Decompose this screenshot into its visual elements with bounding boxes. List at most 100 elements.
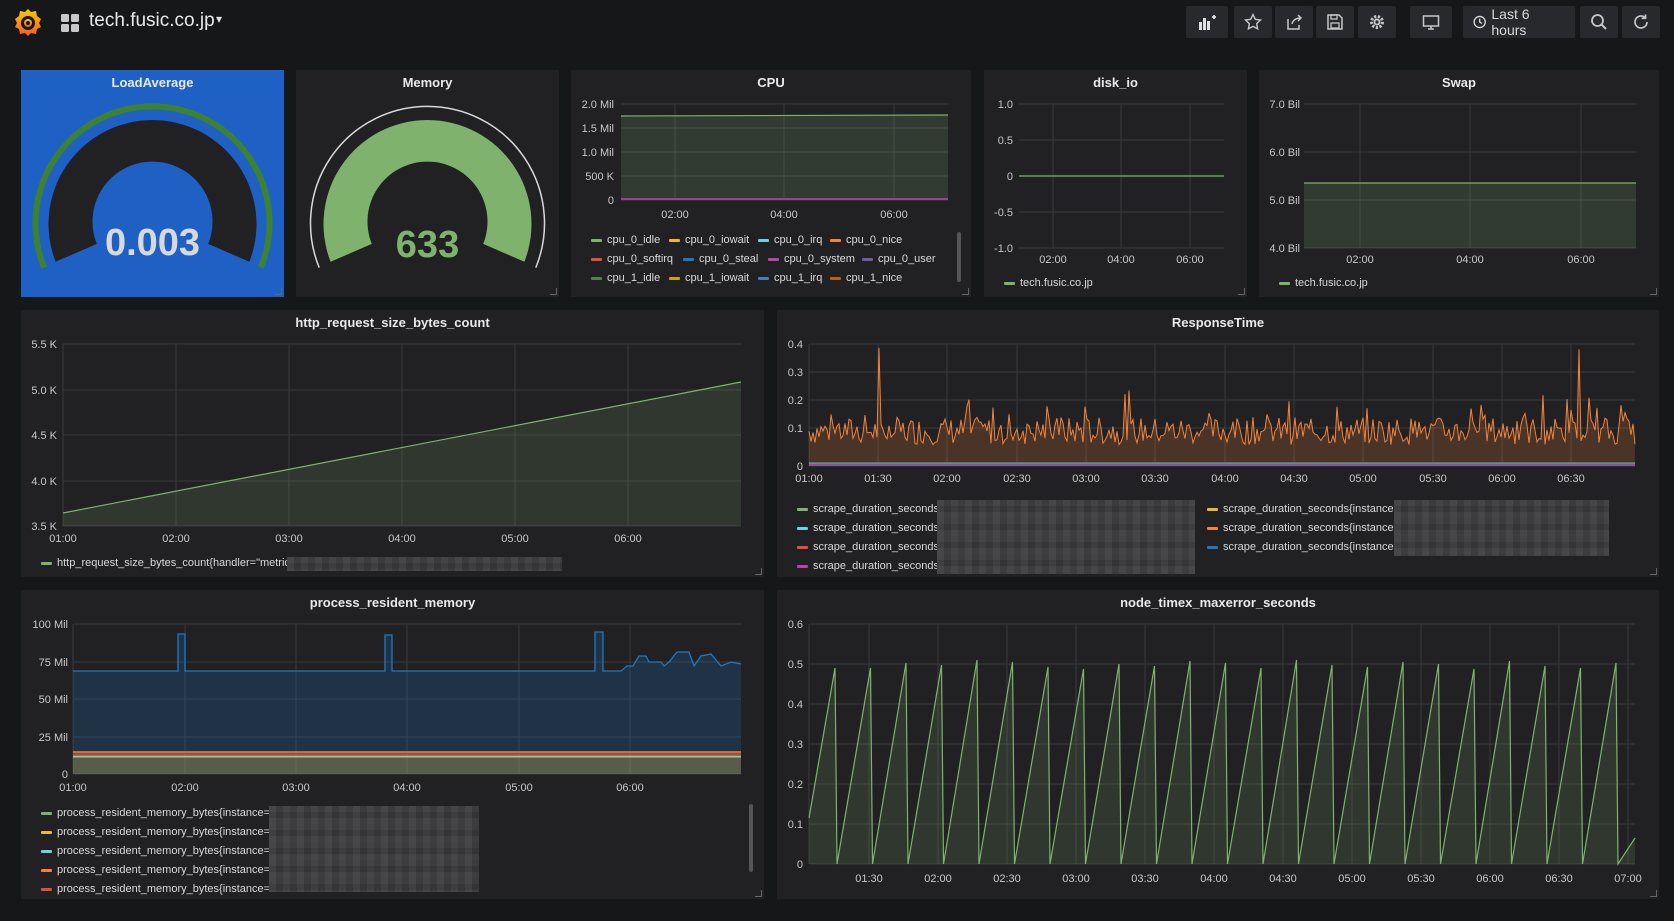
- panel-resize-handle[interactable]: [962, 288, 969, 295]
- legend-item[interactable]: process_resident_memory_bytes{instance=: [41, 826, 270, 838]
- y-tick: 1.5 Mil: [582, 123, 614, 135]
- response-time-panel[interactable]: ResponseTime 0.4 0.3 0.2 0.1 0 01:00 01:…: [777, 310, 1659, 577]
- panel-resize-handle[interactable]: [1650, 568, 1657, 575]
- zoom-out-button[interactable]: [1580, 6, 1618, 38]
- legend-scrollbar[interactable]: [957, 232, 961, 282]
- panel-resize-handle[interactable]: [1650, 890, 1657, 897]
- panel-resize-handle[interactable]: [755, 890, 762, 897]
- swap-panel[interactable]: Swap 7.0 Bil 6.0 Bil 5.0 Bil 4.0 Bil 02:…: [1259, 70, 1659, 297]
- panel-title[interactable]: LoadAverage: [111, 75, 194, 90]
- panel-title[interactable]: Swap: [1442, 75, 1476, 90]
- legend-item[interactable]: process_resident_memory_bytes{instance=: [41, 883, 270, 895]
- legend-item[interactable]: tech.fusic.co.jp: [1004, 277, 1093, 289]
- x-tick: 04:00: [770, 209, 798, 221]
- tv-mode-button[interactable]: [1410, 6, 1452, 38]
- x-tick: 04:30: [1280, 473, 1308, 485]
- y-axis-labels: 1.0 0.5 0 -0.5 -1.0: [994, 99, 1013, 255]
- legend-item[interactable]: cpu_0_system: [768, 253, 855, 265]
- legend-item[interactable]: scrape_duration_seconds: [797, 503, 939, 515]
- legend-swatch: [797, 545, 808, 549]
- legend-item[interactable]: scrape_duration_seconds: [797, 541, 939, 553]
- x-axis-labels: 02:00 04:00 06:00: [1039, 254, 1204, 266]
- panel-resize-handle[interactable]: [550, 288, 557, 295]
- legend-item[interactable]: process_resident_memory_bytes{instance=: [41, 807, 270, 819]
- x-axis-labels: 02:00 04:00 06:00: [1346, 254, 1595, 266]
- x-tick: 01:30: [864, 473, 892, 485]
- legend-item[interactable]: process_resident_memory_bytes{instance=: [41, 864, 270, 876]
- legend-item[interactable]: cpu_0_steal: [683, 253, 758, 265]
- save-button[interactable]: [1316, 6, 1354, 38]
- legend-item[interactable]: cpu_0_irq: [758, 234, 822, 246]
- panel-title[interactable]: http_request_size_bytes_count: [295, 315, 490, 330]
- legend-swatch: [758, 238, 769, 242]
- process-memory-graph: 100 Mil 75 Mil 50 Mil 25 Mil 0 01:00 02:…: [33, 619, 742, 794]
- panel-title[interactable]: ResponseTime: [1171, 315, 1265, 330]
- legend-item[interactable]: cpu_0_nice: [830, 234, 902, 246]
- legend-item[interactable]: cpu_0_idle: [591, 234, 660, 246]
- loadaverage-value: 0.003: [104, 222, 201, 264]
- y-tick: 50 Mil: [39, 694, 68, 706]
- process-green-area: [73, 756, 741, 774]
- legend-swatch: [797, 507, 808, 511]
- legend-swatch: [830, 276, 841, 280]
- legend-swatch: [1207, 526, 1218, 530]
- legend-item[interactable]: process_resident_memory_bytes{instance=: [41, 845, 270, 857]
- refresh-button[interactable]: [1622, 6, 1660, 38]
- legend-item[interactable]: cpu_1_iowait: [669, 272, 749, 284]
- timex-panel[interactable]: node_timex_maxerror_seconds 0.6 0.5 0.4 …: [777, 590, 1659, 899]
- legend-item[interactable]: cpu_0_iowait: [669, 234, 749, 246]
- star-button[interactable]: [1234, 6, 1272, 38]
- x-tick: 05:30: [1419, 473, 1447, 485]
- legend-scrollbar[interactable]: [749, 804, 753, 872]
- x-tick: 05:30: [1407, 873, 1435, 885]
- panel-title[interactable]: CPU: [757, 75, 785, 90]
- legend-item[interactable]: cpu_1_nice: [830, 272, 902, 284]
- memory-panel[interactable]: Memory 633: [296, 70, 559, 297]
- y-tick: 1.0: [998, 99, 1013, 111]
- legend-swatch: [768, 257, 779, 261]
- panel-title[interactable]: Memory: [402, 75, 453, 90]
- panel-resize-handle[interactable]: [755, 568, 762, 575]
- http-request-panel[interactable]: http_request_size_bytes_count 5.5 K 5.0 …: [21, 310, 764, 577]
- y-axis-labels: 100 Mil 75 Mil 50 Mil 25 Mil 0: [33, 619, 68, 781]
- legend-item[interactable]: scrape_duration_seconds{instance: [1207, 541, 1394, 553]
- legend-swatch: [669, 238, 680, 242]
- legend-swatch: [41, 811, 52, 815]
- loadaverage-panel[interactable]: LoadAverage 0.003: [21, 70, 284, 297]
- share-button[interactable]: [1275, 6, 1313, 38]
- panel-title[interactable]: process_resident_memory: [309, 595, 476, 610]
- cpu-panel[interactable]: CPU 2.0 Mil 1.5 Mil 1.0 Mil 500 K 0 02:0…: [571, 70, 971, 297]
- time-picker-button[interactable]: Last 6 hours: [1463, 6, 1575, 38]
- cpu-idle-area: [621, 115, 948, 200]
- grafana-logo-icon[interactable]: [12, 6, 44, 38]
- panel-title[interactable]: node_timex_maxerror_seconds: [1120, 595, 1316, 610]
- save-icon: [1327, 14, 1343, 30]
- legend-item[interactable]: scrape_duration_seconds: [797, 522, 939, 534]
- legend-item[interactable]: cpu_1_irq: [758, 272, 822, 284]
- panel-resize-handle[interactable]: [1238, 288, 1245, 295]
- dashboard-title[interactable]: tech.fusic.co.jp: [89, 10, 215, 31]
- panel-title[interactable]: disk_io: [1093, 75, 1138, 90]
- y-tick: 0.6: [788, 619, 803, 631]
- y-tick: 1.0 Mil: [582, 147, 614, 159]
- add-panel-button[interactable]: [1186, 6, 1228, 38]
- legend-item[interactable]: scrape_duration_seconds: [797, 560, 939, 572]
- legend-item[interactable]: scrape_duration_seconds{instance: [1207, 522, 1394, 534]
- response-orange-line: [808, 347, 1636, 446]
- caret-down-icon[interactable]: ▾: [216, 12, 223, 26]
- legend-item[interactable]: http_request_size_bytes_count{handler="m…: [41, 557, 290, 569]
- panel-resize-handle[interactable]: [1650, 288, 1657, 295]
- redacted-region: [937, 500, 1195, 574]
- legend-item[interactable]: cpu_1_idle: [591, 272, 660, 284]
- legend-item[interactable]: cpu_0_user: [862, 253, 936, 265]
- process-memory-panel[interactable]: process_resident_memory 100 Mil 75 Mil 5…: [21, 590, 764, 899]
- legend-swatch: [669, 276, 680, 280]
- panel-resize-handle[interactable]: [275, 288, 282, 295]
- disk-io-panel[interactable]: disk_io 1.0 0.5 0 -0.5 -1.0 02:00 04:00 …: [984, 70, 1247, 297]
- x-tick: 07:00: [1614, 873, 1642, 885]
- cpu-idle-line: [620, 114, 949, 117]
- settings-button[interactable]: [1358, 6, 1396, 38]
- legend-item[interactable]: tech.fusic.co.jp: [1279, 277, 1368, 289]
- legend-item[interactable]: cpu_0_softirq: [591, 253, 673, 265]
- legend-item[interactable]: scrape_duration_seconds{instance: [1207, 503, 1394, 515]
